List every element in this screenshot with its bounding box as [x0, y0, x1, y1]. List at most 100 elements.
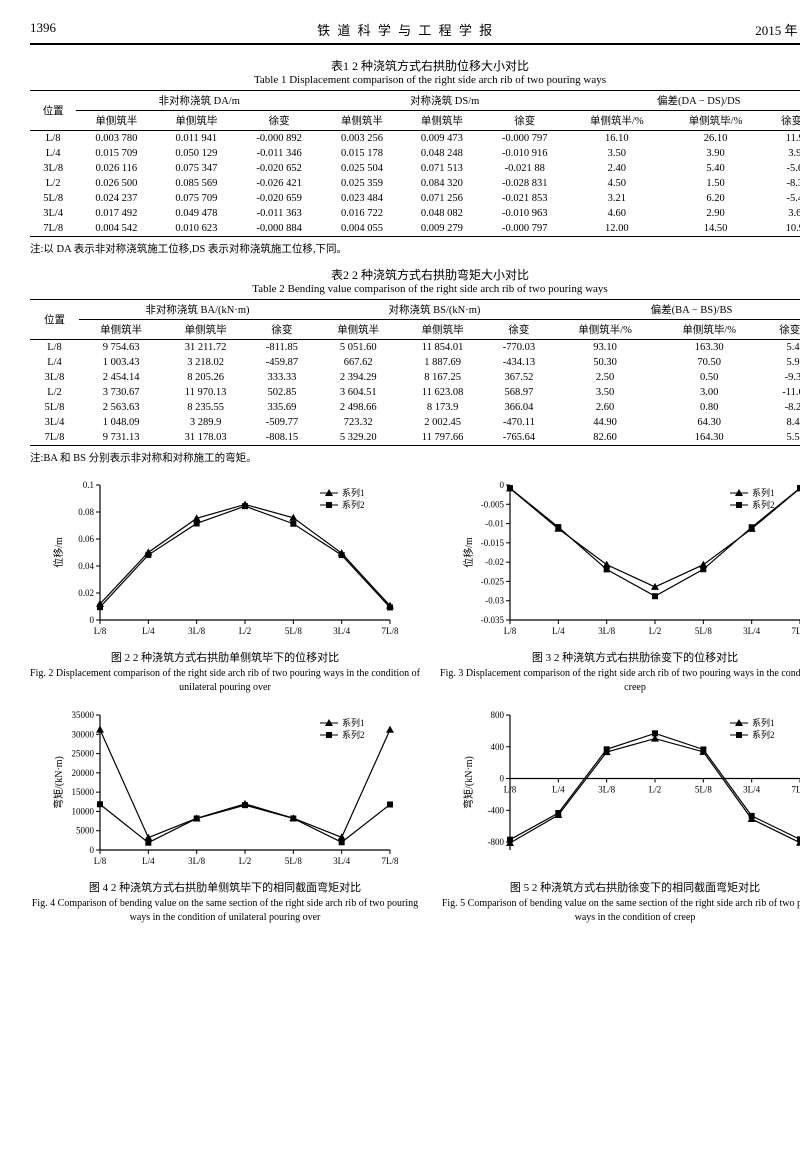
table-cell: 3.63 [765, 206, 800, 221]
table1-title-cn: 表1 2 种浇筑方式右拱肋位移大小对比 [30, 57, 800, 74]
figure-4-chart: 05000100001500020000250003000035000L/8L/… [50, 705, 400, 875]
table-subheader: 单侧筑半 [316, 320, 400, 340]
table-cell: -0.028 831 [482, 176, 568, 191]
svg-text:L/4: L/4 [142, 856, 155, 866]
table-subheader: 单侧筑半 [76, 111, 156, 131]
table-cell: -8.29 [761, 400, 800, 415]
svg-text:0.06: 0.06 [78, 534, 94, 544]
table-cell: 3.21 [568, 191, 667, 206]
svg-text:L/8: L/8 [94, 856, 107, 866]
svg-text:L/4: L/4 [552, 785, 565, 795]
table-cell: 12.00 [568, 221, 667, 237]
table-cell: 0.009 473 [402, 131, 482, 147]
svg-text:5L/8: 5L/8 [285, 856, 302, 866]
table-cell: 5.43 [761, 340, 800, 356]
table-cell: 0.075 709 [156, 191, 236, 206]
svg-text:0.08: 0.08 [78, 507, 94, 517]
svg-text:10000: 10000 [72, 806, 95, 816]
svg-text:系列1: 系列1 [752, 487, 775, 498]
svg-text:5L/8: 5L/8 [285, 626, 302, 636]
svg-text:弯矩/(kN·m): 弯矩/(kN·m) [462, 756, 475, 809]
svg-text:3L/4: 3L/4 [743, 785, 760, 795]
table-cell: 5L/8 [30, 400, 79, 415]
table-cell: 568.97 [485, 385, 553, 400]
journal-name: 铁 道 科 学 与 工 程 学 报 [317, 20, 494, 39]
table-cell: 2 563.63 [79, 400, 163, 415]
table-cell: L/8 [30, 340, 79, 356]
table-subheader: 徐变 [482, 111, 568, 131]
table-cell: 0.048 248 [402, 146, 482, 161]
svg-text:3L/4: 3L/4 [333, 856, 350, 866]
table-cell: 0.003 780 [76, 131, 156, 147]
table-cell: 3.50 [568, 146, 667, 161]
table-cell: 0.004 542 [76, 221, 156, 237]
table-cell: -434.13 [485, 355, 553, 370]
table-cell: 64.30 [657, 415, 761, 430]
table-cell: 3 604.51 [316, 385, 400, 400]
table-cell: -470.11 [485, 415, 553, 430]
table-cell: L/4 [30, 355, 79, 370]
table-cell: -0.020 652 [236, 161, 322, 176]
table-cell: 16.10 [568, 131, 667, 147]
table2: 位置 非对称浇筑 BA/(kN·m) 对称浇筑 BS/(kN·m) 偏差(BA … [30, 299, 800, 446]
table-cell: 164.30 [657, 430, 761, 446]
table-subheader: 单侧筑毕/% [666, 111, 765, 131]
page-number: 1396 [30, 20, 56, 39]
table-cell: -8.36 [765, 176, 800, 191]
svg-text:-400: -400 [488, 805, 505, 815]
svg-text:-0.035: -0.035 [481, 615, 505, 625]
svg-text:位移/m: 位移/m [462, 537, 475, 568]
svg-text:7L/8: 7L/8 [792, 626, 800, 636]
table-subheader: 单侧筑毕 [156, 111, 236, 131]
table-cell: -765.64 [485, 430, 553, 446]
table-cell: 5 329.20 [316, 430, 400, 446]
table-cell: 70.50 [657, 355, 761, 370]
table-cell: 5.93 [761, 355, 800, 370]
table-cell: 0.085 569 [156, 176, 236, 191]
table-cell: 2 394.29 [316, 370, 400, 385]
page-header: 1396 铁 道 科 学 与 工 程 学 报 2015 年 12 月 [30, 20, 800, 45]
table-cell: 44.90 [553, 415, 657, 430]
table-cell: 2 454.14 [79, 370, 163, 385]
table-cell: 3L/8 [30, 370, 79, 385]
table-cell: L/8 [30, 131, 76, 147]
table-group1: 非对称浇筑 DA/m [76, 91, 322, 111]
table-cell: 0.50 [657, 370, 761, 385]
table-cell: 0.024 237 [76, 191, 156, 206]
table-subheader: 徐变 [248, 320, 316, 340]
svg-text:0.1: 0.1 [83, 480, 94, 490]
table-cell: 8.44 [761, 415, 800, 430]
table-cell: -0.010 916 [482, 146, 568, 161]
table-cell: -5.61 [765, 161, 800, 176]
table-cell: L/4 [30, 146, 76, 161]
table2-title-cn: 表2 2 种浇筑方式右拱肋弯矩大小对比 [30, 266, 800, 283]
table-cell: 7L/8 [30, 221, 76, 237]
table-subheader: 单侧筑半 [79, 320, 163, 340]
table-cell: 333.33 [248, 370, 316, 385]
table-cell: 6.20 [666, 191, 765, 206]
table-subheader: 徐变 [236, 111, 322, 131]
table-cell: 0.015 709 [76, 146, 156, 161]
table-cell: 0.048 082 [402, 206, 482, 221]
svg-text:30000: 30000 [72, 729, 95, 739]
table-cell: 26.10 [666, 131, 765, 147]
table-cell: 0.009 279 [402, 221, 482, 237]
svg-text:-0.025: -0.025 [481, 576, 505, 586]
table-cell: 0.084 320 [402, 176, 482, 191]
table-cell: 11 623.08 [400, 385, 484, 400]
table-cell: 11.92 [765, 131, 800, 147]
table-cell: 11 970.13 [163, 385, 247, 400]
svg-text:L/8: L/8 [94, 626, 107, 636]
table-cell: 3 730.67 [79, 385, 163, 400]
table-subheader: 徐变 [485, 320, 553, 340]
table-cell: 367.52 [485, 370, 553, 385]
table-cell: 7L/8 [30, 430, 79, 446]
svg-text:800: 800 [491, 710, 505, 720]
fig5-caption-cn: 图 5 2 种浇筑方式右拱肋徐变下的相同截面弯矩对比 [440, 879, 800, 895]
svg-text:-0.03: -0.03 [485, 596, 504, 606]
table-cell: -0.020 659 [236, 191, 322, 206]
table-cell: 0.003 256 [322, 131, 402, 147]
svg-text:7L/8: 7L/8 [792, 785, 800, 795]
svg-text:15000: 15000 [72, 787, 95, 797]
table-cell: 2 498.66 [316, 400, 400, 415]
